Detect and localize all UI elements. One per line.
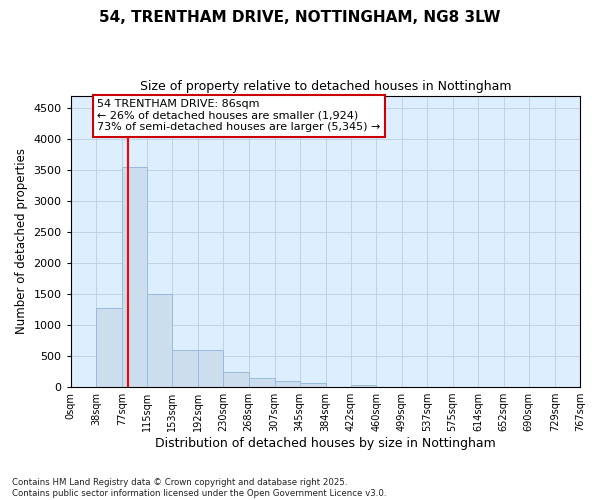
Bar (248, 378, 275, 387)
Text: 54, TRENTHAM DRIVE, NOTTINGHAM, NG8 3LW: 54, TRENTHAM DRIVE, NOTTINGHAM, NG8 3LW (99, 10, 501, 25)
X-axis label: Distribution of detached houses by size in Nottingham: Distribution of detached houses by size … (155, 437, 496, 450)
Bar (300, 384, 326, 387)
Text: 54 TRENTHAM DRIVE: 86sqm
← 26% of detached houses are smaller (1,924)
73% of sem: 54 TRENTHAM DRIVE: 86sqm ← 26% of detach… (97, 100, 380, 132)
Bar (122, 167, 147, 387)
Bar (198, 350, 223, 387)
Y-axis label: Number of detached properties: Number of detached properties (15, 148, 28, 334)
Text: Contains HM Land Registry data © Crown copyright and database right 2025.
Contai: Contains HM Land Registry data © Crown c… (12, 478, 386, 498)
Bar (172, 350, 198, 387)
Bar (351, 385, 376, 387)
Bar (96, 308, 122, 387)
Bar (223, 372, 248, 387)
Bar (275, 381, 300, 387)
Title: Size of property relative to detached houses in Nottingham: Size of property relative to detached ho… (140, 80, 511, 93)
Bar (147, 294, 172, 387)
